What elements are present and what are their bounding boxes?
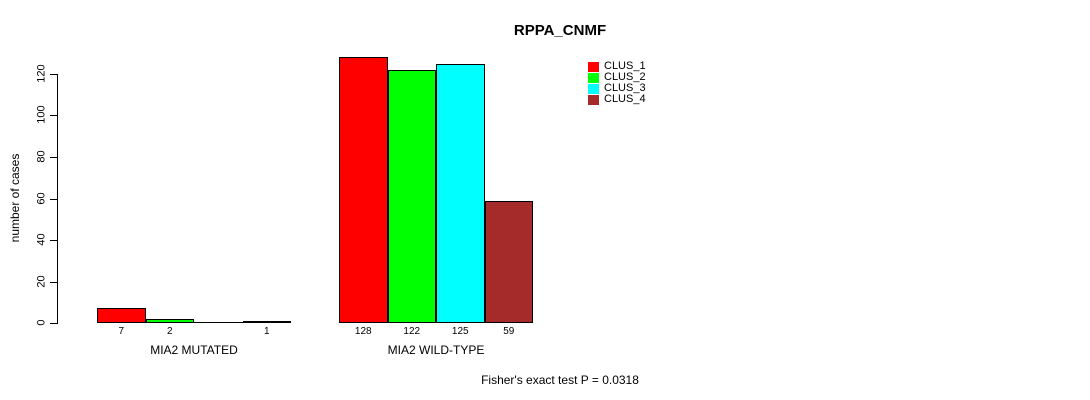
- legend-swatch-clus_2: [588, 72, 599, 83]
- bar-clus_2: [145, 319, 194, 323]
- bar-value-label: 1: [263, 326, 270, 337]
- bar-clus_3: [436, 64, 485, 323]
- legend-label: CLUS_4: [604, 93, 646, 105]
- bar-value-label: 2: [166, 326, 173, 337]
- bar-clus_1: [339, 57, 388, 323]
- y-axis-line: [57, 74, 58, 324]
- legend-label: CLUS_1: [604, 60, 646, 72]
- y-tick-label: 80: [35, 150, 48, 163]
- bar-clus_1: [97, 308, 146, 323]
- y-tick-mark: [50, 282, 57, 283]
- y-tick-label: 20: [35, 275, 48, 288]
- y-axis-title: number of cases: [8, 153, 22, 243]
- legend-row: CLUS_3: [588, 83, 646, 94]
- bar-value-label: 128: [354, 326, 372, 337]
- y-tick-mark: [50, 240, 57, 241]
- bar-clus_4: [484, 201, 533, 323]
- legend: CLUS_1 CLUS_2 CLUS_3 CLUS_4: [588, 61, 646, 105]
- y-tick-mark: [50, 199, 57, 200]
- y-tick-mark: [50, 74, 57, 75]
- legend-row: CLUS_4: [588, 94, 646, 105]
- y-tick-label: 0: [35, 319, 48, 326]
- fisher-test-annotation: Fisher's exact test P = 0.0318: [481, 373, 639, 387]
- bar-clus_2: [387, 70, 436, 323]
- legend-row: CLUS_2: [588, 72, 646, 83]
- bar-value-label: 59: [503, 326, 515, 337]
- bar-value-label: 125: [451, 326, 469, 337]
- bar-clus_4: [242, 321, 291, 323]
- bar-value-label: 7: [118, 326, 125, 337]
- y-tick-label: 60: [35, 192, 48, 205]
- y-tick-mark: [50, 157, 57, 158]
- y-tick-mark: [50, 323, 57, 324]
- legend-swatch-clus_4: [588, 94, 599, 105]
- legend-label: CLUS_3: [604, 82, 646, 94]
- legend-label: CLUS_2: [604, 71, 646, 83]
- chart-title: RPPA_CNMF: [513, 22, 607, 39]
- legend-row: CLUS_1: [588, 61, 646, 72]
- y-tick-label: 40: [35, 233, 48, 246]
- bar-value-label: 122: [403, 326, 421, 337]
- y-tick-mark: [50, 115, 57, 116]
- bar-clus_3: [194, 322, 243, 323]
- legend-swatch-clus_1: [588, 61, 599, 72]
- legend-swatch-clus_3: [588, 83, 599, 94]
- y-tick-label: 120: [35, 64, 48, 83]
- y-tick-label: 100: [35, 105, 48, 124]
- group-label: MIA2 WILD-TYPE: [387, 343, 485, 357]
- group-label: MIA2 MUTATED: [150, 343, 238, 357]
